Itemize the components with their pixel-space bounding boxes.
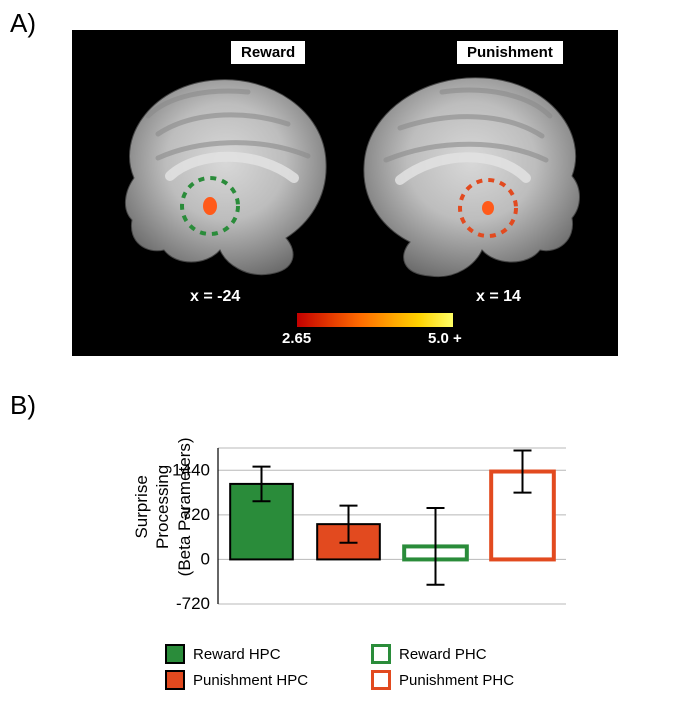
legend-label: Punishment HPC [193, 672, 308, 689]
legend-label: Reward HPC [193, 646, 281, 663]
svg-text:-720: -720 [176, 594, 210, 613]
condition-reward-label: Reward [230, 40, 306, 65]
legend-swatch [371, 670, 391, 690]
activation-punishment [482, 201, 494, 215]
legend-item-reward-phc: Reward PHC [371, 644, 541, 664]
coord-left: x = -24 [190, 288, 240, 306]
legend-swatch [165, 670, 185, 690]
brain-sagittal-reward [98, 66, 338, 286]
panel-b-label: B) [10, 390, 36, 421]
svg-text:0: 0 [201, 549, 210, 568]
activation-reward [203, 197, 217, 215]
legend-label: Punishment PHC [399, 672, 514, 689]
legend-item-reward-hpc: Reward HPC [165, 644, 335, 664]
brain-sagittal-punishment [350, 66, 602, 286]
legend-swatch [371, 644, 391, 664]
bar-chart: -720 0 720 1440 [138, 440, 578, 630]
legend-label: Reward PHC [399, 646, 487, 663]
brain-panel: Reward Punishment [72, 30, 618, 356]
legend-swatch [165, 644, 185, 664]
coord-right: x = 14 [476, 288, 521, 306]
legend-item-punishment-hpc: Punishment HPC [165, 670, 335, 690]
panel-a-label: A) [10, 8, 36, 39]
colorbar [297, 313, 453, 327]
svg-text:720: 720 [182, 505, 210, 524]
bar-chart-svg: -720 0 720 1440 [138, 440, 578, 630]
legend-item-punishment-phc: Punishment PHC [371, 670, 541, 690]
legend: Reward HPC Reward PHC Punishment HPC Pun… [165, 644, 565, 696]
colorbar-max-label: 5.0 + [428, 330, 462, 347]
condition-punishment-label: Punishment [456, 40, 564, 65]
svg-text:1440: 1440 [172, 460, 210, 479]
colorbar-min-label: 2.65 [282, 330, 311, 347]
